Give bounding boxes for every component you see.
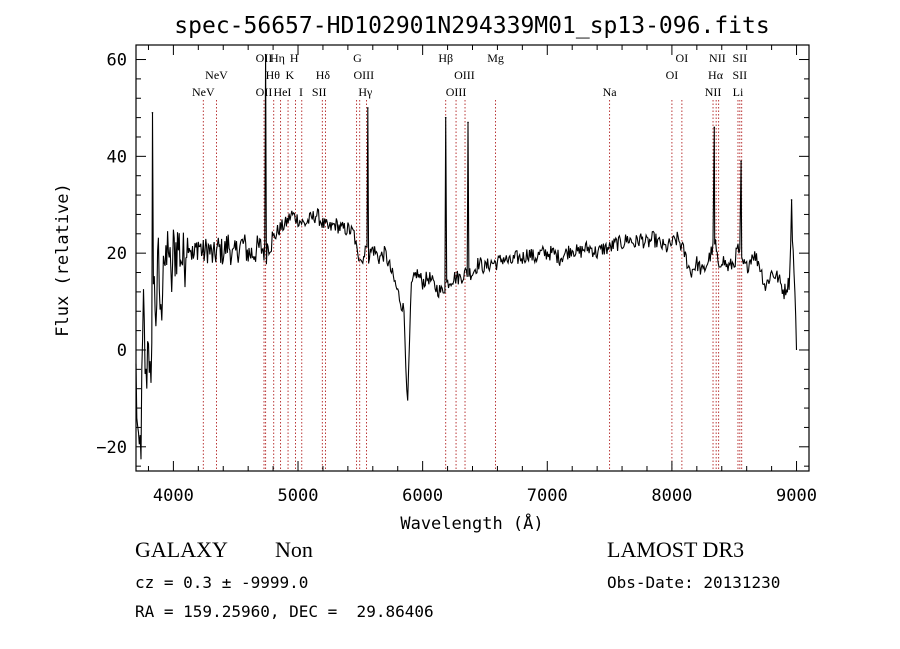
line-marker-label: Hγ [358,85,373,99]
line-marker-label: Hα [708,68,724,82]
y-tick-label: 40 [107,147,127,167]
axis-ticks-layer: 4000 5000 6000 7000 8000 9000 −20 0 20 40 60 [96,45,817,506]
line-marker-label: SII [732,68,747,82]
ra-dec-coords: RA = 159.25960, DEC = 29.86406 [135,602,434,621]
object-class: GALAXY [135,537,228,562]
x-axis-label: Wavelength (Å) [400,512,543,534]
line-marker-label: SII [732,51,747,65]
line-marker-label: Hη [270,51,285,65]
plot-frame [135,44,810,472]
line-marker-label: K [285,68,294,82]
y-tick-label: 20 [107,244,127,264]
emission-peak-point [467,121,469,124]
y-tick-label: 60 [107,51,127,71]
line-marker-label: OI [676,51,689,65]
line-marker-label: I [299,85,303,99]
line-marker-label: Li [733,85,744,99]
obs-date: Obs-Date: 20131230 [607,573,781,592]
line-marker-label: HeI [273,85,291,99]
emission-peak-point [367,107,369,109]
line-marker-label: Mg [487,51,504,65]
x-tick-label: 7000 [527,486,568,506]
y-axis-label: Flux (relative) [53,183,73,337]
emission-peaks-layer [151,53,793,201]
line-marker-label: OII [256,85,273,99]
x-tick-label: 8000 [651,486,692,506]
line-marker-label: Hβ [438,51,453,65]
line-marker-label: NeV [192,85,215,99]
emission-peak-point [790,199,793,201]
line-marker-label: SII [312,85,327,99]
emission-peak-point [151,111,154,114]
line-marker-label: NeV [205,68,228,82]
x-tick-label: 4000 [153,486,194,506]
emission-peak-point [264,53,267,56]
x-tick-label: 6000 [402,486,443,506]
chart-title: spec-56657-HD102901N294339M01_sp13-096.f… [174,13,769,39]
line-marker-label: Na [603,85,618,99]
line-marker-label: NII [705,85,722,99]
redshift-cz: cz = 0.3 ± -9999.0 [135,573,309,592]
line-marker-label: OIII [454,68,475,82]
line-marker-label: OI [666,68,679,82]
line-markers-layer: NeVNeVOIIOIIHηHθHeIHKIHδSIIGOIIIHγHβOIII… [192,51,747,471]
emission-peak-point [444,116,447,119]
emission-peak-point [740,160,742,162]
y-tick-label: 0 [117,341,127,361]
survey-name: LAMOST DR3 [607,537,745,562]
line-marker-label: OIII [446,85,467,99]
object-subclass: Non [275,537,313,562]
line-marker-label: OIII [353,68,374,82]
line-marker-label: G [353,51,362,65]
emission-peak-point [713,126,716,129]
x-tick-label: 9000 [776,486,817,506]
line-marker-label: Hδ [316,68,331,82]
line-marker-label: NII [709,51,726,65]
line-marker-label: H [290,51,299,65]
y-tick-label: −20 [96,438,127,458]
line-marker-label: Hθ [266,68,281,82]
x-tick-label: 5000 [278,486,319,506]
line-marker-label: OII [256,51,273,65]
spectrum-line [135,54,798,460]
